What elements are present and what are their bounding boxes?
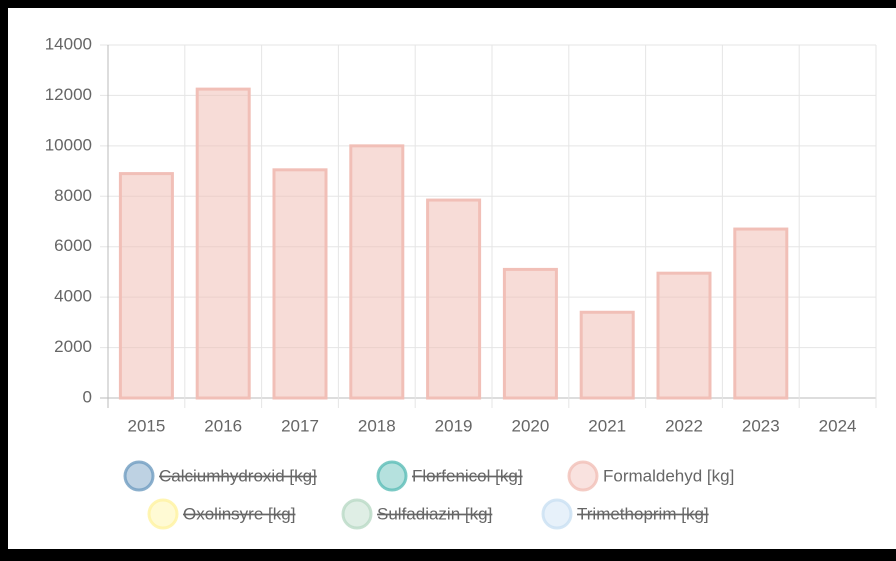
y-tick-label: 12000 bbox=[45, 85, 92, 104]
y-tick-label: 6000 bbox=[54, 236, 92, 255]
bar bbox=[349, 144, 405, 400]
x-tick-label: 2022 bbox=[665, 416, 703, 435]
legend-swatch[interactable] bbox=[567, 460, 599, 492]
y-tick-label: 10000 bbox=[45, 135, 92, 154]
legend-swatch[interactable] bbox=[376, 460, 408, 492]
bar bbox=[656, 271, 712, 400]
legend-swatch[interactable] bbox=[341, 498, 373, 530]
x-tick-label: 2017 bbox=[281, 416, 319, 435]
x-tick-label: 2018 bbox=[358, 416, 396, 435]
legend-label[interactable]: Oxolinsyre [kg] bbox=[183, 504, 295, 523]
legend-label[interactable]: Formaldehyd [kg] bbox=[603, 466, 734, 485]
y-tick-label: 0 bbox=[83, 387, 92, 406]
x-tick-label: 2020 bbox=[511, 416, 549, 435]
legend-swatch[interactable] bbox=[147, 498, 179, 530]
bar bbox=[195, 87, 251, 400]
x-tick-label: 2021 bbox=[588, 416, 626, 435]
bar bbox=[118, 172, 174, 400]
y-tick-label: 8000 bbox=[54, 186, 92, 205]
x-tick-label: 2023 bbox=[742, 416, 780, 435]
y-tick-label: 4000 bbox=[54, 287, 92, 306]
legend-swatch[interactable] bbox=[541, 498, 573, 530]
legend-label[interactable]: Sulfadiazin [kg] bbox=[377, 504, 492, 523]
bar bbox=[272, 168, 328, 400]
x-tick-label: 2024 bbox=[819, 416, 857, 435]
y-tick-label: 2000 bbox=[54, 337, 92, 356]
bar bbox=[733, 227, 789, 400]
bar bbox=[579, 310, 635, 400]
bar bbox=[426, 198, 482, 400]
legend-label[interactable]: Florfenicol [kg] bbox=[412, 466, 523, 485]
bar bbox=[502, 267, 558, 400]
x-tick-label: 2019 bbox=[435, 416, 473, 435]
legend-label[interactable]: Trimethoprim [kg] bbox=[577, 504, 709, 523]
x-tick-label: 2015 bbox=[127, 416, 165, 435]
legend-swatch[interactable] bbox=[123, 460, 155, 492]
y-tick-label: 14000 bbox=[45, 34, 92, 53]
legend-label[interactable]: Calciumhydroxid [kg] bbox=[159, 466, 317, 485]
x-tick-label: 2016 bbox=[204, 416, 242, 435]
